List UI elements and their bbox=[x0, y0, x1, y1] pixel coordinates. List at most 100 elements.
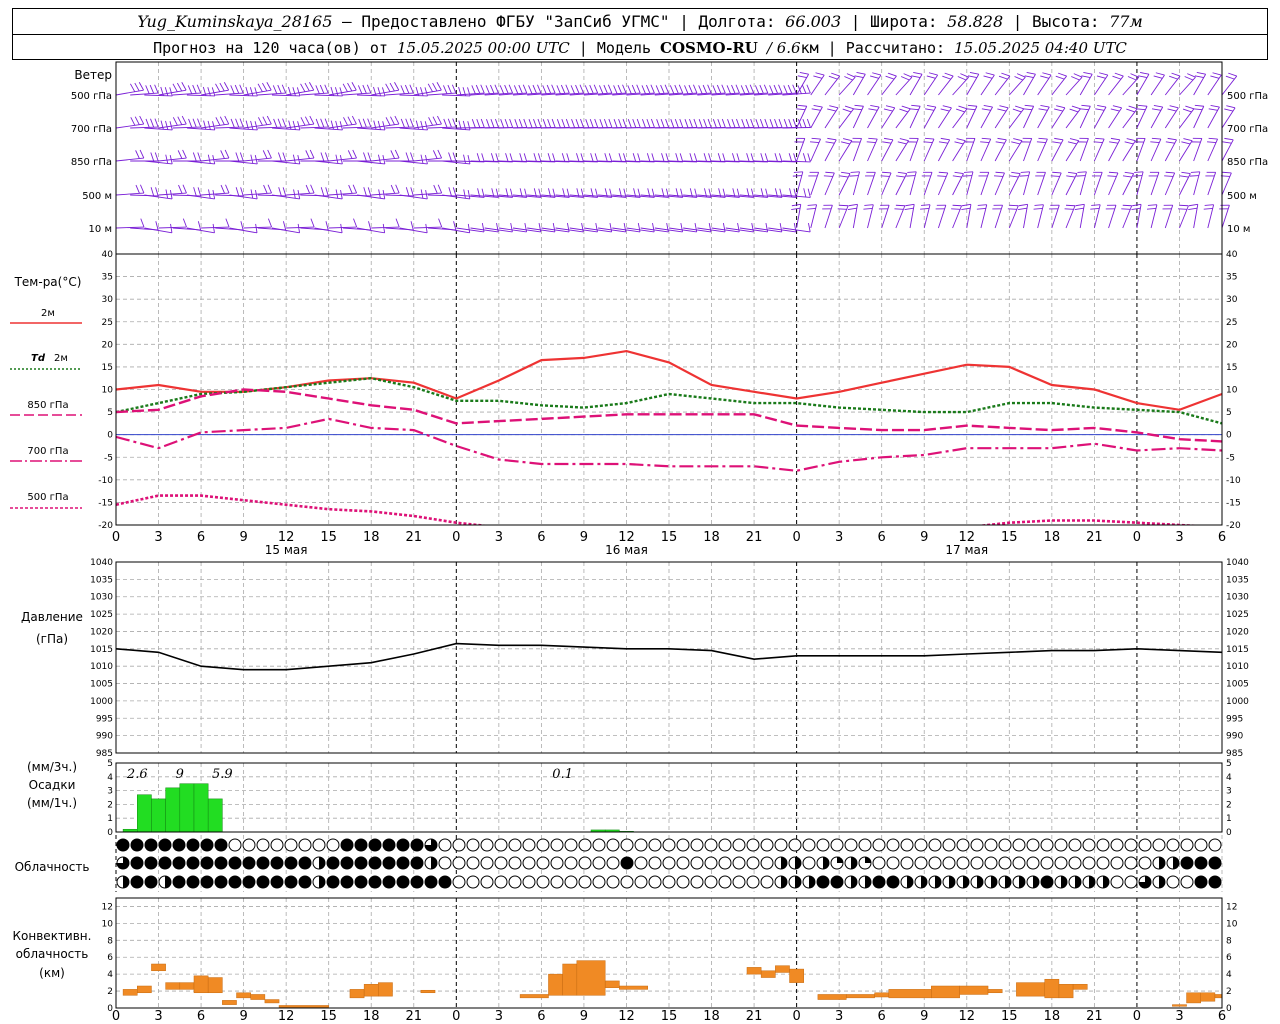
wind-barb-feather bbox=[155, 221, 159, 231]
cloud-symbol bbox=[242, 856, 256, 870]
cloud-symbol bbox=[718, 875, 732, 889]
wind-barb-feather bbox=[561, 153, 566, 162]
wind-barb-feather bbox=[807, 204, 817, 206]
station-name: Yug_Kuminskaya_28165 bbox=[137, 12, 333, 31]
wind-barb-feather bbox=[480, 118, 485, 128]
header-separator bbox=[13, 34, 1267, 35]
precip-ytick-left: 5 bbox=[107, 759, 113, 769]
wind-barb-feather bbox=[907, 171, 917, 173]
td2m-label: 2м bbox=[54, 353, 68, 364]
wind-barb-feather bbox=[215, 117, 221, 126]
wind-barb-feather bbox=[957, 76, 967, 81]
wind-barb bbox=[342, 92, 371, 96]
conv-hour-tick: 18 bbox=[703, 1009, 720, 1024]
day-label: 15 мая bbox=[265, 543, 308, 557]
convective-bar bbox=[1072, 984, 1088, 990]
pressure-panel-border bbox=[115, 561, 1223, 754]
wind-barb-feather bbox=[580, 153, 584, 163]
wind-barb-feather bbox=[608, 118, 613, 128]
wind-barb-feather bbox=[523, 153, 528, 163]
wind-barb-feather bbox=[763, 84, 769, 94]
cloud-symbol bbox=[298, 856, 312, 870]
cloud-symbol bbox=[326, 875, 340, 889]
wind-barb-feather bbox=[849, 175, 859, 177]
wind-barb-feather bbox=[827, 137, 837, 141]
wind-barb-feather bbox=[420, 87, 424, 96]
wind-barb bbox=[725, 227, 754, 233]
wind-barb-feather bbox=[940, 108, 950, 112]
cloud-symbol bbox=[452, 838, 466, 852]
wind-barb-feather bbox=[490, 84, 495, 94]
pressure-ytick-right: 1030 bbox=[1226, 593, 1249, 603]
precip-panel-border bbox=[115, 762, 1223, 833]
wind-barb-feather bbox=[1208, 137, 1218, 140]
wind-barb-feather bbox=[382, 121, 386, 131]
cloud-symbol bbox=[396, 856, 410, 870]
cloud-panel bbox=[115, 835, 1223, 892]
wind-barb-feather bbox=[1011, 171, 1021, 175]
temp-ytick-right: 20 bbox=[1226, 340, 1238, 350]
cloud-symbol bbox=[620, 838, 634, 852]
cloud-symbol bbox=[1166, 875, 1180, 889]
wind-barb-feather bbox=[899, 138, 909, 142]
wind-level-right: 10 м bbox=[1227, 224, 1250, 235]
wind-barb-feather bbox=[570, 85, 575, 94]
wind-barb-feather bbox=[707, 84, 712, 94]
wind-barb-feather bbox=[139, 115, 145, 125]
wind-barb-feather bbox=[467, 121, 471, 131]
wind-barb-feather bbox=[377, 87, 381, 96]
wind-barb bbox=[824, 107, 839, 129]
cloud-symbol bbox=[186, 838, 200, 852]
convective-bar bbox=[1186, 992, 1201, 1004]
header-row-1: Yug_Kuminskaya_28165 – Предоставлено ФГБ… bbox=[137, 12, 1143, 31]
convective-bar bbox=[250, 994, 266, 1000]
wind-barb-feather bbox=[176, 82, 183, 92]
wind-barb-feather bbox=[590, 153, 594, 162]
cloud-symbol bbox=[228, 875, 242, 889]
wind-barb-feather bbox=[504, 118, 509, 128]
wind-barb-feather bbox=[759, 84, 764, 94]
wind-barb bbox=[824, 75, 841, 96]
wind-barb-feather bbox=[1131, 207, 1141, 210]
wind-barb-feather bbox=[926, 75, 936, 79]
wind-barb-feather bbox=[1014, 76, 1023, 81]
wind-barb-feather bbox=[134, 116, 140, 125]
cloud-symbol bbox=[928, 838, 942, 852]
cloud-symbol bbox=[284, 838, 298, 852]
cloud-symbol bbox=[620, 856, 634, 870]
wind-barb-feather bbox=[599, 119, 604, 128]
wind-barb-feather bbox=[769, 119, 774, 128]
cloud-symbol bbox=[690, 856, 704, 870]
wind-barb bbox=[952, 108, 968, 129]
wind-barb-feather bbox=[1182, 108, 1192, 113]
wind-barb-feather bbox=[1071, 76, 1080, 81]
cloud-symbol-half bbox=[949, 876, 955, 888]
wind-barb-feather bbox=[1071, 105, 1081, 110]
wind-barb bbox=[286, 226, 315, 229]
pressure-ytick-right: 1005 bbox=[1226, 680, 1249, 690]
wind-barb-feather bbox=[928, 72, 938, 76]
wind-barb-feather bbox=[899, 108, 909, 113]
wind-barb-feather bbox=[320, 187, 325, 196]
cloud-symbol bbox=[1180, 838, 1194, 852]
cloud-symbol bbox=[466, 838, 480, 852]
wind-barb-feather bbox=[1052, 141, 1062, 144]
wind-barb-feather bbox=[240, 187, 244, 197]
wind-barb-feather bbox=[903, 73, 913, 78]
wind-barb bbox=[427, 126, 456, 129]
wind-barb-feather bbox=[467, 223, 471, 233]
wind-barb-feather bbox=[565, 84, 570, 94]
wind-barb-feather bbox=[811, 108, 821, 111]
wind-barb-feather bbox=[737, 222, 740, 232]
cloud-symbol bbox=[494, 875, 508, 889]
conv-hour-tick: 6 bbox=[197, 1009, 205, 1024]
wind-barb-feather bbox=[448, 152, 452, 162]
cloud-symbol bbox=[872, 856, 886, 870]
wind-barb-feather bbox=[1075, 203, 1085, 207]
wind-barb bbox=[711, 227, 740, 233]
wind-barb bbox=[356, 227, 385, 234]
temp-label: Тем-ра(°C) bbox=[14, 275, 82, 289]
cloud-symbol bbox=[200, 875, 214, 889]
wind-barb bbox=[654, 227, 683, 233]
wind-barb-feather bbox=[585, 119, 590, 128]
